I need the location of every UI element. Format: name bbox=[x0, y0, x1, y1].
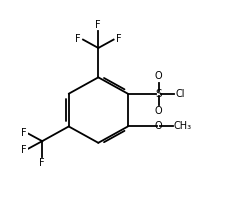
Text: F: F bbox=[21, 145, 26, 155]
Text: F: F bbox=[21, 128, 26, 138]
Text: O: O bbox=[154, 121, 162, 131]
Text: CH₃: CH₃ bbox=[173, 121, 191, 131]
Text: O: O bbox=[154, 106, 162, 116]
Text: O: O bbox=[154, 71, 162, 81]
Text: Cl: Cl bbox=[175, 89, 184, 99]
Text: F: F bbox=[39, 158, 45, 168]
Text: S: S bbox=[155, 89, 161, 99]
Text: F: F bbox=[95, 20, 101, 29]
Text: F: F bbox=[75, 34, 80, 44]
Text: F: F bbox=[115, 34, 121, 44]
